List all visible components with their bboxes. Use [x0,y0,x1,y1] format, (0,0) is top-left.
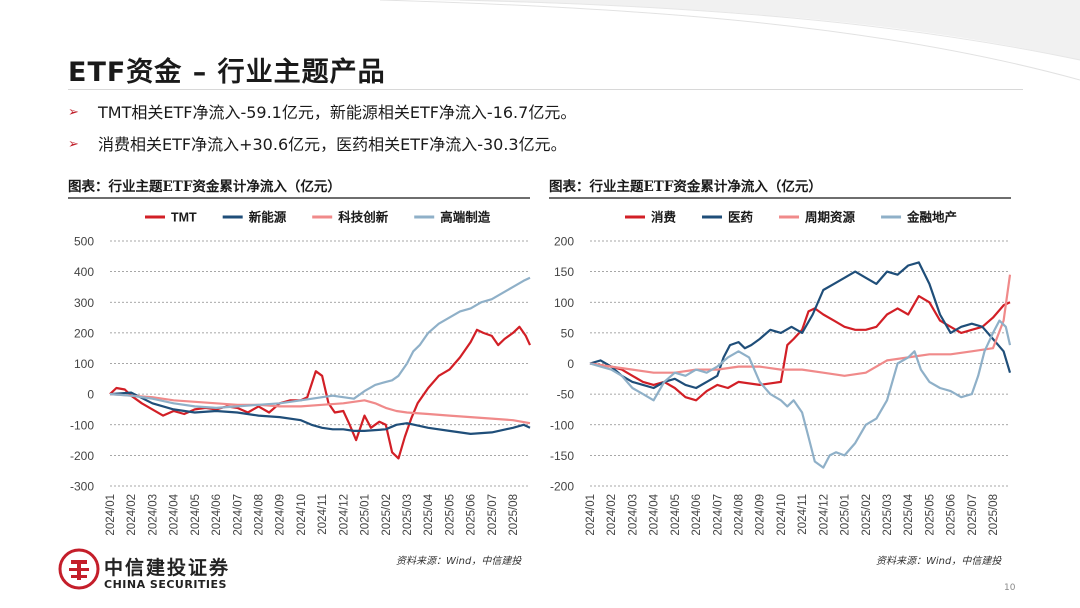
caption-rule-right [549,197,1011,199]
legend-label-0: TMT [171,211,197,225]
series-line-0 [109,325,532,460]
series-line-3 [109,276,531,409]
page-number: 10 [1004,583,1016,593]
y-tick-label-3: 200 [74,326,94,340]
x-tick-label-3: 2024/04 [169,493,181,535]
bullet-text: 消费相关ETF净流入+30.6亿元，医药相关ETF净流入-30.3亿元。 [98,135,567,154]
series-line-1 [109,391,531,435]
y-tick-label-0: 500 [74,235,94,249]
series-line-0 [589,295,1011,402]
y-tick-label-2: 300 [74,296,94,310]
x-tick-label-4: 2024/05 [190,494,202,536]
chart-caption-left: 图表：行业主题ETF资金累计净流入（亿元） [68,179,341,195]
x-tick-label-18: 2025/07 [967,494,979,536]
series-line-2 [589,274,1012,377]
x-tick-label-13: 2025/02 [381,494,393,536]
source-note-right: 资料来源：Wind，中信建投 [876,556,1002,567]
legend-label-3: 金融地产 [906,210,957,225]
page-title: ETF资金 – 行业主题产品 [68,57,386,88]
x-tick-label-4: 2024/05 [670,494,682,536]
x-tick-label-5: 2024/06 [691,494,703,536]
x-tick-label-6: 2024/07 [712,494,724,536]
x-tick-label-11: 2024/12 [338,494,350,536]
chart-right: 消费 医药 周期资源 金融地产 200 150 100 50 0 -50 -100 -150 -200 2… [550,210,1012,536]
x-tick-label-18: 2025/07 [487,494,499,536]
y-tick-label-6: -100 [550,418,574,432]
x-tick-label-19: 2025/08 [508,494,520,536]
x-tick-label-16: 2025/05 [444,494,456,536]
x-tick-label-1: 2024/02 [606,494,618,536]
x-tick-label-1: 2024/02 [126,494,138,536]
y-tick-label-7: -200 [70,449,94,463]
x-tick-label-12: 2025/01 [840,494,852,536]
chart-left: TMT 新能源 科技创新 高端制造 500 400 300 200 100 0 -100 -200 -3… [70,210,532,536]
y-tick-label-8: -200 [550,480,574,494]
x-tick-label-17: 2025/06 [946,494,958,536]
x-tick-label-8: 2024/09 [755,494,767,536]
x-tick-label-9: 2024/10 [296,494,308,536]
header-wave-decoration [0,0,1080,81]
x-tick-label-15: 2025/04 [903,493,915,535]
summary-bullets: ➢ TMT相关ETF净流入-59.1亿元，新能源相关ETF净流入-16.7亿元。 … [68,97,576,161]
y-tick-label-1: 400 [74,265,94,279]
caption-rule-left [68,197,530,199]
legend-label-3: 高端制造 [440,210,491,225]
y-tick-label-4: 0 [567,357,574,371]
x-tick-label-0: 2024/01 [585,494,597,536]
y-tick-label-8: -300 [70,480,94,494]
y-tick-label-1: 150 [554,265,574,279]
x-tick-label-8: 2024/09 [275,494,287,536]
x-tick-label-10: 2024/11 [317,494,329,535]
citic-logo-icon [58,548,100,590]
arrow-bullet-icon: ➢ [68,105,79,120]
y-tick-label-7: -150 [550,449,574,463]
x-tick-label-17: 2025/06 [466,494,478,536]
x-tick-label-19: 2025/08 [988,494,1000,536]
y-tick-label-5: -50 [557,388,575,402]
y-tick-label-4: 100 [74,357,94,371]
title-divider [68,89,1023,90]
x-tick-label-3: 2024/04 [649,493,661,535]
x-tick-label-16: 2025/05 [924,494,936,536]
bullet-item: ➢ TMT相关ETF净流入-59.1亿元，新能源相关ETF净流入-16.7亿元。 [68,97,576,129]
x-tick-label-2: 2024/03 [627,494,639,536]
legend-label-0: 消费 [651,210,677,225]
y-tick-label-2: 100 [554,296,574,310]
x-tick-label-5: 2024/06 [211,494,223,536]
logo-text-cn: 中信建投证券 [104,557,231,579]
series-line-3 [589,319,1012,469]
legend-label-2: 科技创新 [338,210,389,225]
y-tick-label-0: 200 [554,235,574,249]
y-tick-label-5: 0 [87,388,94,402]
x-tick-label-12: 2025/01 [360,494,372,536]
chart-caption-right: 图表：行业主题ETF资金累计净流入（亿元） [549,179,822,195]
legend-label-2: 周期资源 [805,210,856,225]
x-tick-label-15: 2025/04 [423,493,435,535]
bullet-text: TMT相关ETF净流入-59.1亿元，新能源相关ETF净流入-16.7亿元。 [98,103,577,122]
logo-text-en: CHINA SECURITIES [104,578,227,591]
legend-label-1: 新能源 [249,210,287,225]
x-tick-label-2: 2024/03 [147,494,159,536]
x-tick-label-0: 2024/01 [105,494,117,536]
x-tick-label-14: 2025/03 [402,494,414,536]
x-tick-label-13: 2025/02 [861,494,873,536]
x-tick-label-7: 2024/08 [253,494,265,536]
arrow-bullet-icon: ➢ [68,137,79,152]
source-note-left: 资料来源：Wind，中信建投 [396,556,522,567]
y-tick-label-6: -100 [70,418,94,432]
legend-label-1: 医药 [728,210,754,225]
series-line-2 [109,393,531,425]
x-tick-label-14: 2025/03 [882,494,894,536]
x-tick-label-11: 2024/12 [818,494,830,536]
x-tick-label-6: 2024/07 [232,494,244,536]
x-tick-label-9: 2024/10 [776,494,788,536]
x-tick-label-7: 2024/08 [733,494,745,536]
y-tick-label-3: 50 [561,326,575,340]
x-tick-label-10: 2024/11 [797,494,809,535]
bullet-item: ➢ 消费相关ETF净流入+30.6亿元，医药相关ETF净流入-30.3亿元。 [68,129,576,161]
